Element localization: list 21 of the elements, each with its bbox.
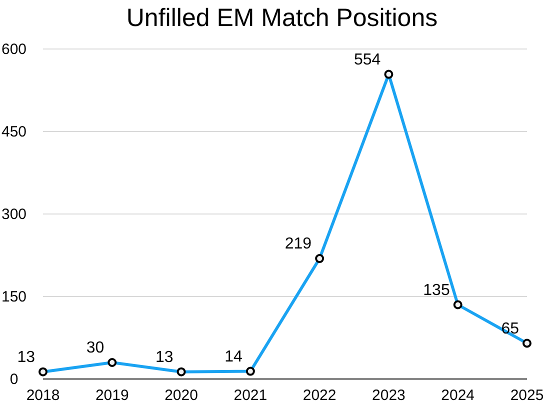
data-label: 30 (86, 340, 104, 356)
y-tick-label: 150 (1, 288, 27, 306)
data-label: 554 (354, 51, 381, 68)
y-tick-label: 0 (10, 371, 18, 388)
data-label: 13 (155, 348, 174, 366)
x-tick-label: 2018 (26, 387, 60, 404)
x-tick-label: 2024 (441, 387, 475, 404)
x-tick-label: 2022 (302, 387, 336, 404)
data-label: 135 (423, 282, 450, 299)
x-tick-label: 2019 (95, 387, 129, 404)
chart-title: Unfilled EM Match Positions (126, 4, 438, 32)
y-tick-label: 300 (1, 206, 27, 223)
data-label: 14 (224, 348, 243, 366)
data-label: 13 (17, 348, 36, 366)
x-tick-label: 2025 (510, 387, 544, 404)
x-tick-label: 2021 (234, 387, 268, 404)
x-tick-label: 2023 (372, 387, 406, 404)
y-tick-label: 450 (1, 124, 27, 140)
data-label: 219 (284, 236, 312, 253)
x-tick-label: 2020 (164, 387, 198, 404)
y-tick-label: 600 (1, 41, 27, 58)
